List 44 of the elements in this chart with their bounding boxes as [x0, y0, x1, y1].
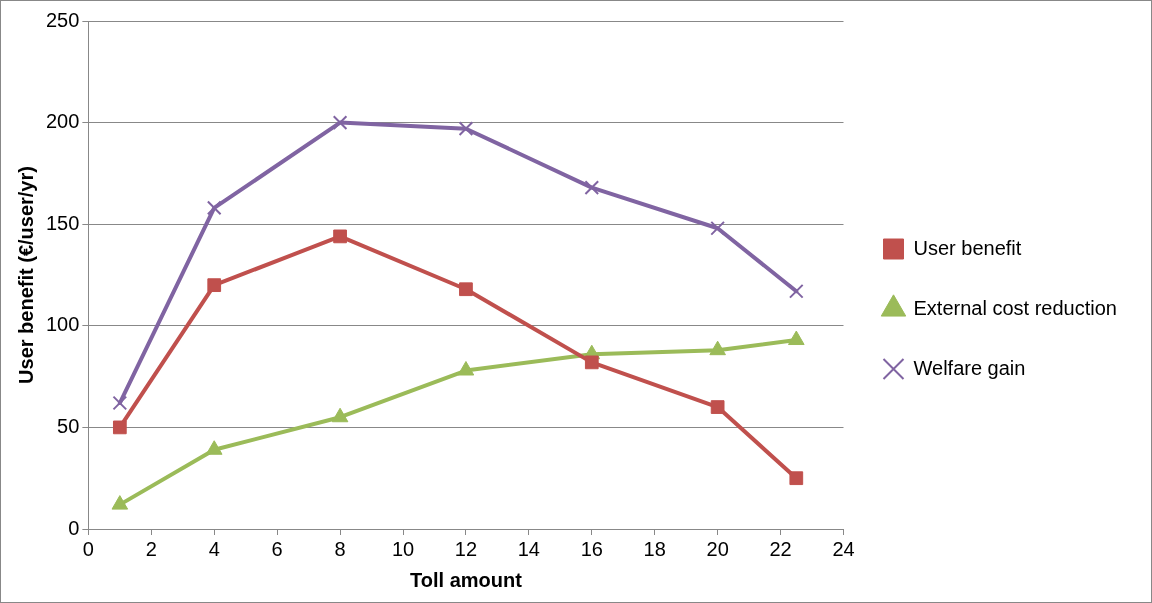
legend-label: User benefit: [913, 236, 1022, 259]
y-tick-label: 100: [45, 313, 80, 336]
x-tick-label: 4: [208, 537, 220, 560]
point: [207, 278, 222, 293]
x-axis-title: Toll amount: [410, 568, 523, 591]
x-tick-label: 10: [391, 537, 415, 560]
point: [112, 420, 127, 435]
point: [112, 395, 128, 411]
point: [457, 361, 475, 376]
x-tick-label: 0: [82, 537, 94, 560]
point: [205, 440, 223, 455]
point: [709, 340, 726, 356]
x-tick-label: 12: [454, 537, 478, 560]
point: [584, 180, 600, 195]
point: [788, 330, 805, 346]
y-tick-label: 250: [45, 8, 80, 31]
point: [710, 400, 725, 414]
legend-label: External cost reduction: [913, 296, 1117, 319]
x-tick-label: 16: [580, 537, 603, 560]
point: [333, 229, 347, 244]
point: [459, 282, 473, 297]
y-tick-label: 50: [57, 414, 80, 437]
point: [206, 200, 222, 216]
point: [331, 407, 349, 423]
x-tick-label: 20: [706, 537, 729, 560]
point: [111, 495, 129, 510]
y-tick-label: 0: [68, 516, 80, 539]
y-tick-label: 150: [45, 211, 80, 234]
point: [332, 115, 348, 130]
point: [789, 471, 804, 486]
point: [788, 283, 804, 299]
x-tick-label: 14: [517, 537, 540, 560]
x-tick-label: 18: [643, 537, 666, 560]
y-axis-title: User benefit (€/user/yr): [14, 166, 37, 384]
legend-label: Welfare gain: [913, 356, 1026, 379]
x-tick-label: 6: [271, 537, 283, 560]
x-tick-label: 22: [769, 537, 792, 560]
point: [584, 355, 599, 370]
x-tick-label: 24: [832, 537, 855, 560]
point: [458, 121, 474, 137]
point: [710, 220, 726, 236]
y-tick-label: 200: [45, 110, 80, 133]
x-tick-label: 2: [145, 537, 157, 560]
x-tick-label: 8: [334, 537, 346, 560]
